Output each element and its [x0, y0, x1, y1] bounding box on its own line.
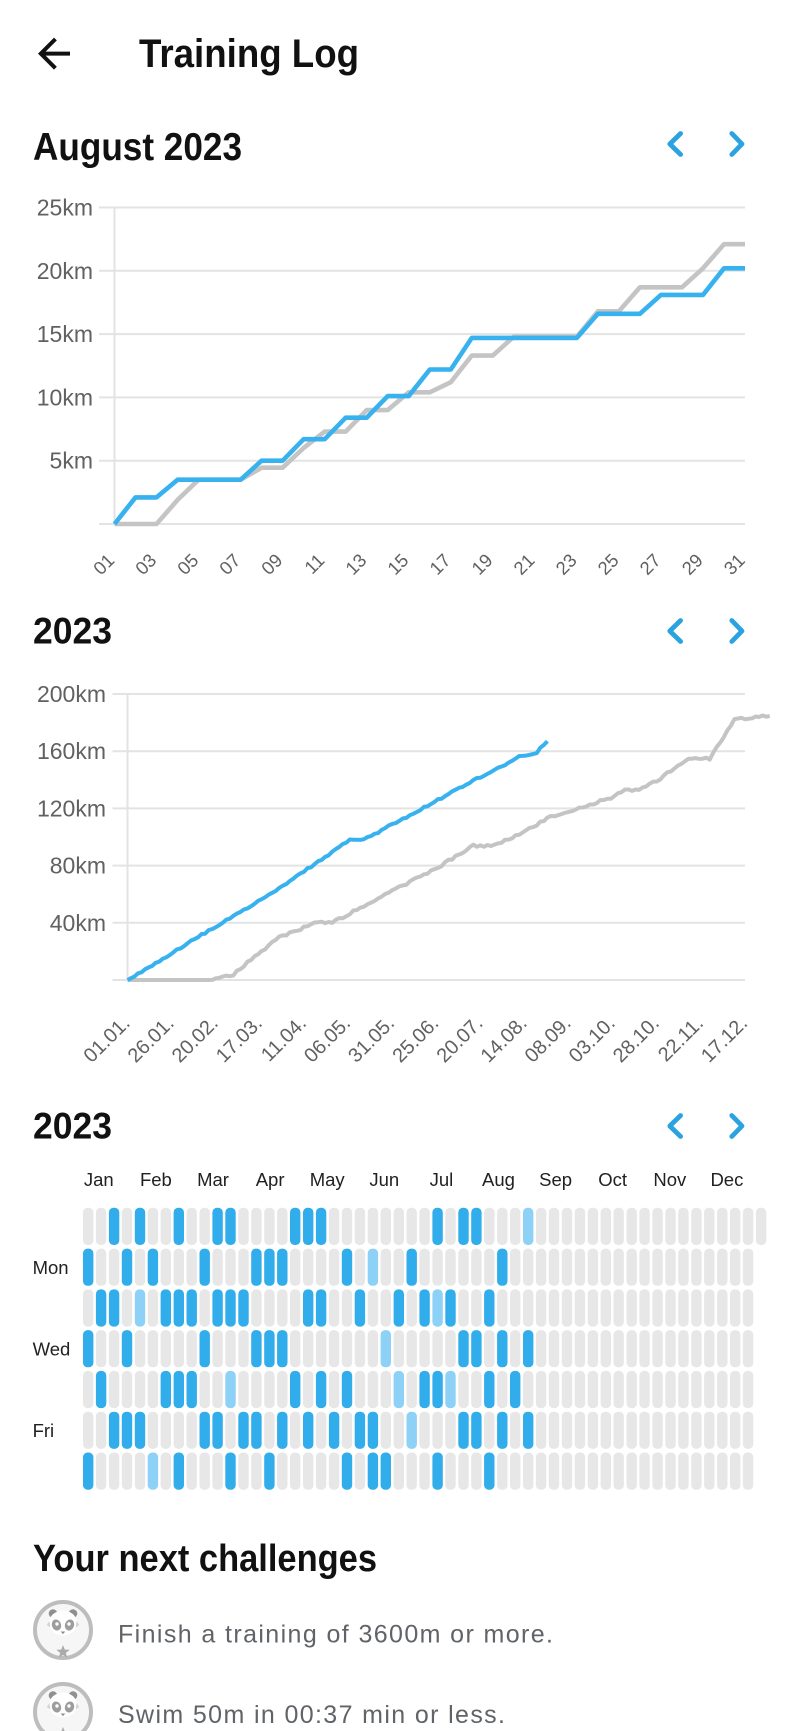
svg-text:160km: 160km [37, 738, 106, 764]
svg-text:Sep: Sep [539, 1169, 572, 1190]
svg-text:Jan: Jan [84, 1169, 114, 1190]
svg-text:Mar: Mar [197, 1169, 229, 1190]
svg-text:200km: 200km [37, 681, 106, 707]
svg-text:Feb: Feb [140, 1169, 172, 1190]
svg-text:Jul: Jul [430, 1169, 454, 1190]
svg-text:Jun: Jun [369, 1169, 399, 1190]
svg-text:Fri: Fri [33, 1420, 55, 1441]
svg-text:5km: 5km [50, 448, 93, 474]
svg-text:Nov: Nov [653, 1169, 687, 1190]
svg-text:15km: 15km [37, 321, 93, 347]
svg-text:Dec: Dec [710, 1169, 743, 1190]
svg-text:Mon: Mon [33, 1257, 69, 1278]
svg-text:Wed: Wed [33, 1338, 71, 1359]
svg-text:Your next challenges: Your next challenges [33, 1538, 377, 1580]
svg-text:120km: 120km [37, 795, 106, 821]
svg-text:10km: 10km [37, 384, 93, 410]
svg-text:Swim 50m in 00:37 min or less.: Swim 50m in 00:37 min or less. [118, 1701, 505, 1729]
svg-text:August 2023: August 2023 [33, 126, 242, 169]
svg-text:25km: 25km [37, 195, 93, 221]
svg-text:2023: 2023 [33, 611, 112, 652]
svg-text:Apr: Apr [256, 1169, 285, 1190]
svg-text:2023: 2023 [33, 1106, 112, 1147]
svg-text:Finish a training of 3600m or: Finish a training of 3600m or more. [118, 1621, 553, 1649]
svg-text:Oct: Oct [598, 1169, 627, 1190]
svg-text:80km: 80km [50, 853, 106, 879]
svg-text:May: May [310, 1169, 346, 1190]
svg-text:Aug: Aug [482, 1169, 515, 1190]
svg-text:40km: 40km [50, 910, 106, 936]
svg-text:20km: 20km [37, 258, 93, 284]
svg-text:Training Log: Training Log [139, 32, 359, 76]
